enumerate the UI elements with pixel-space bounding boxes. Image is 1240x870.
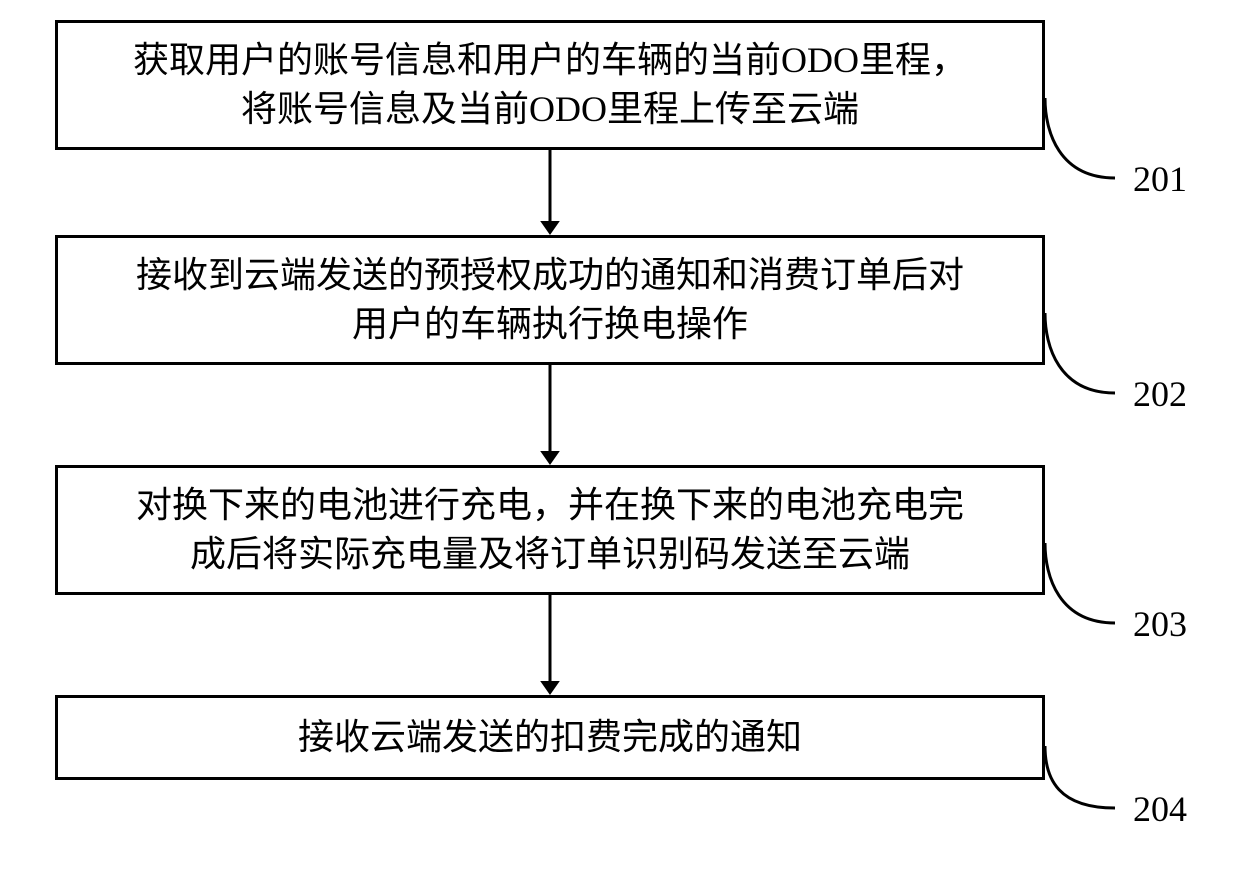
step-number-label: 204	[1133, 788, 1187, 830]
flowchart-canvas: 获取用户的账号信息和用户的车辆的当前ODO里程， 将账号信息及当前ODO里程上传…	[0, 0, 1240, 870]
label-connector	[0, 0, 1240, 870]
